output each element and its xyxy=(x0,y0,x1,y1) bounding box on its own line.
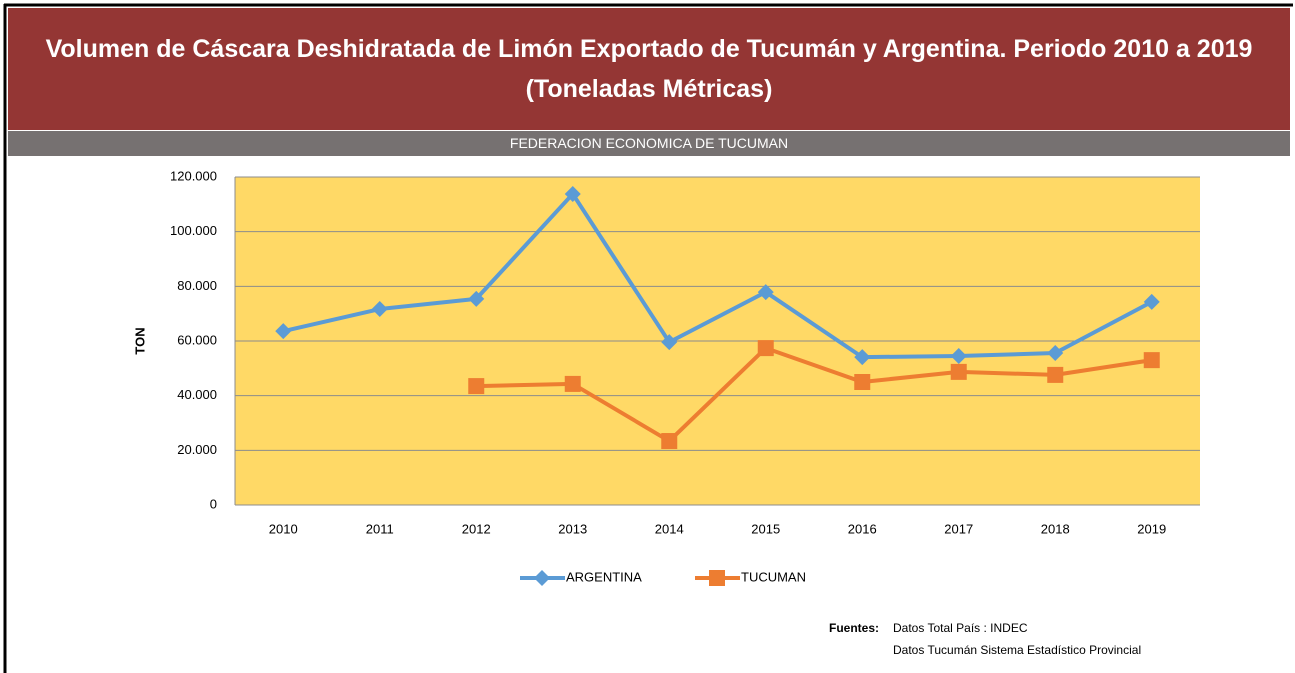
marker xyxy=(950,363,967,380)
y-tick-label: 80.000 xyxy=(177,278,217,293)
y-tick-label: 60.000 xyxy=(177,332,217,347)
legend-marker xyxy=(534,570,550,586)
legend-marker xyxy=(709,570,725,586)
marker xyxy=(854,374,871,390)
marker xyxy=(275,323,292,340)
y-tick-label: 0 xyxy=(210,496,217,511)
marker xyxy=(468,290,485,307)
source-label: Fuentes: xyxy=(829,621,879,635)
marker xyxy=(1047,345,1064,362)
legend-label: TUCUMAN xyxy=(741,569,806,584)
y-tick-label: 120.000 xyxy=(170,168,217,183)
marker xyxy=(1143,352,1160,369)
legend-label: ARGENTINA xyxy=(566,569,642,584)
series-line xyxy=(476,346,1153,444)
marker xyxy=(371,301,388,318)
marker xyxy=(1047,366,1064,383)
y-axis-label: TON xyxy=(132,327,147,354)
subtitle: FEDERACION ECONOMICA DE TUCUMAN xyxy=(8,131,1290,156)
x-tick-label: 2018 xyxy=(1041,521,1070,536)
source-line: Datos Total País : INDEC xyxy=(893,621,1028,635)
marker xyxy=(757,284,774,301)
marker xyxy=(1143,293,1160,310)
title-banner: Volumen de Cáscara Deshidratada de Limón… xyxy=(8,8,1290,130)
x-tick-label: 2017 xyxy=(944,521,973,536)
marker xyxy=(661,433,678,450)
y-tick-label: 20.000 xyxy=(177,442,217,457)
x-tick-label: 2011 xyxy=(366,521,394,536)
x-tick-label: 2012 xyxy=(462,521,491,536)
x-tick-label: 2014 xyxy=(655,521,684,536)
marker xyxy=(854,349,871,366)
y-tick-label: 100.000 xyxy=(170,223,217,238)
x-tick-label: 2019 xyxy=(1137,521,1166,536)
marker xyxy=(950,348,967,365)
x-tick-label: 2010 xyxy=(269,521,298,536)
x-tick-label: 2015 xyxy=(751,521,780,536)
marker xyxy=(564,185,581,202)
y-tick-label: 40.000 xyxy=(177,387,217,402)
chart-title: Volumen de Cáscara Deshidratada de Limón… xyxy=(45,35,1253,103)
series-line xyxy=(282,191,1153,360)
x-tick-label: 2016 xyxy=(848,521,877,536)
x-tick-label: 2013 xyxy=(558,521,587,536)
marker xyxy=(757,340,774,357)
marker xyxy=(661,334,678,351)
source-line: Datos Tucumán Sistema Estadístico Provin… xyxy=(893,643,1141,657)
marker xyxy=(468,378,485,395)
marker xyxy=(564,375,581,392)
